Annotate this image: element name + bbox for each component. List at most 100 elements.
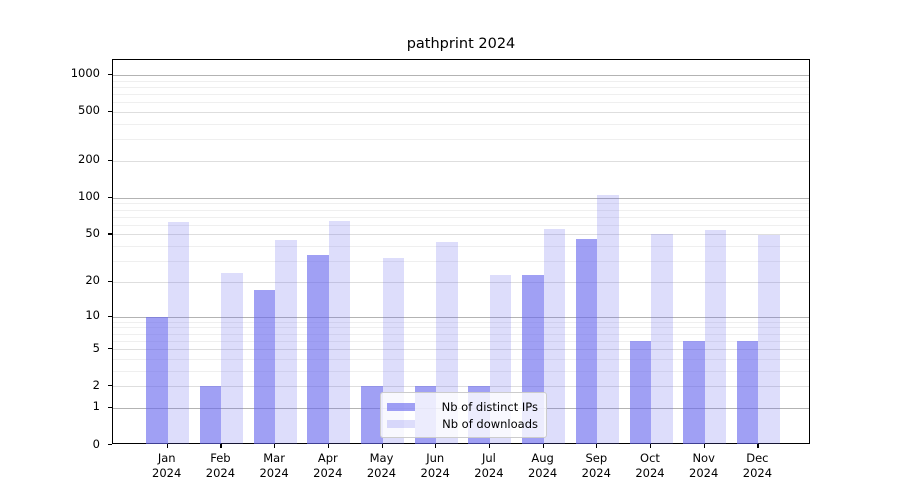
bar-distinct-ips-may	[361, 386, 383, 444]
gridline-y-500	[113, 111, 809, 113]
gridline-y-800	[113, 86, 809, 88]
x-axis-label-nov: Nov 2024	[689, 451, 719, 480]
gridline-y-9	[113, 321, 809, 323]
legend-item-downloads: Nb of downloads	[387, 416, 538, 432]
bar-downloads-sep	[597, 195, 619, 444]
bar-downloads-dec	[758, 235, 780, 444]
x-axis-label-dec: Dec 2024	[742, 451, 773, 480]
bar-downloads-apr	[328, 221, 351, 444]
y-tick-mark-1	[108, 406, 112, 409]
bar-downloads-jan	[167, 222, 190, 444]
legend-label-downloads: Nb of downloads	[442, 417, 538, 431]
gridline-y-10	[113, 316, 809, 318]
gridline-y-400	[113, 123, 809, 125]
gridline-y-100	[113, 197, 809, 199]
gridline-y-60	[113, 224, 809, 226]
y-axis-tick-label-1000: 1000	[70, 66, 100, 81]
bar-downloads-aug	[543, 229, 566, 444]
x-axis-label-oct: Oct 2024	[635, 451, 665, 480]
bar-distinct-ips-apr	[307, 254, 329, 444]
gridline-y-300	[113, 139, 809, 141]
bar-distinct-ips-mar	[253, 290, 276, 444]
x-tick-mark-jul	[488, 444, 491, 448]
gridline-y-700	[113, 93, 809, 95]
y-tick-mark-0	[108, 444, 112, 446]
legend-swatch-downloads-icon	[387, 420, 415, 428]
bar-distinct-ips-oct	[629, 340, 651, 444]
x-tick-mark-aug	[542, 444, 544, 448]
x-tick-mark-nov	[703, 444, 705, 448]
x-tick-mark-may	[381, 444, 383, 448]
gridline-y-50	[113, 234, 809, 236]
x-axis-label-may: May 2024	[366, 451, 397, 480]
legend-swatch-distinct-ips-icon	[387, 403, 415, 411]
gridline-y-40	[113, 246, 809, 247]
gridline-y-5	[113, 349, 809, 350]
bar-distinct-ips-sep	[575, 238, 598, 444]
bar-distinct-ips-nov	[683, 340, 705, 444]
plot-area	[112, 59, 810, 444]
y-tick-mark-200	[108, 159, 112, 162]
x-axis-label-mar: Mar 2024	[259, 451, 289, 480]
legend-item-distinct-ips: Nb of distinct IPs	[387, 399, 538, 415]
bar-distinct-ips-jan	[146, 316, 168, 444]
x-axis-label-aug: Aug 2024	[527, 451, 558, 480]
chart-title: pathprint 2024	[406, 36, 516, 52]
x-tick-mark-dec	[757, 444, 759, 448]
gridline-y-600	[113, 102, 809, 104]
x-axis-label-jul: Jul 2024	[474, 451, 504, 480]
gridline-y-6	[113, 340, 809, 342]
y-tick-mark-1000	[108, 73, 112, 76]
y-axis-tick-label-1: 1	[92, 399, 100, 414]
gridline-y-1000	[113, 74, 809, 76]
gridline-y-8	[113, 327, 809, 329]
x-tick-mark-feb	[220, 444, 222, 448]
bar-downloads-nov	[704, 230, 727, 444]
x-axis-label-sep: Sep 2024	[581, 451, 611, 480]
gridline-y-30	[113, 261, 809, 262]
x-tick-mark-jun	[435, 444, 437, 448]
gridline-y-3	[113, 370, 809, 372]
y-tick-mark-2	[108, 385, 112, 387]
gridline-y-20	[113, 281, 809, 283]
gridline-y-2	[113, 386, 809, 388]
bar-distinct-ips-dec	[736, 340, 759, 444]
y-axis-tick-label-5: 5	[92, 340, 100, 355]
y-axis-tick-label-500: 500	[78, 103, 100, 118]
gridline-y-90	[113, 203, 809, 205]
gridline-y-80	[113, 209, 809, 211]
x-axis-label-jan: Jan 2024	[152, 451, 182, 480]
y-axis-tick-label-10: 10	[85, 308, 100, 322]
y-tick-mark-20	[108, 280, 112, 283]
y-tick-mark-50	[108, 233, 112, 235]
legend-label-distinct-ips: Nb of distinct IPs	[441, 400, 538, 414]
bar-downloads-feb	[221, 272, 243, 444]
x-tick-mark-sep	[596, 444, 598, 448]
gridline-y-900	[113, 80, 809, 82]
legend: Nb of distinct IPs Nb of downloads	[380, 392, 547, 438]
y-axis-tick-label-200: 200	[78, 152, 100, 167]
x-tick-mark-apr	[327, 444, 329, 448]
x-tick-mark-oct	[650, 444, 652, 448]
gridline-y-7	[113, 333, 809, 335]
bar-downloads-mar	[275, 239, 297, 444]
x-tick-mark-jan	[166, 444, 168, 448]
gridline-y-200	[113, 160, 809, 162]
x-tick-mark-mar	[274, 444, 276, 448]
x-axis-label-apr: Apr 2024	[313, 451, 343, 480]
x-axis-label-jun: Jun 2024	[420, 451, 450, 480]
y-tick-mark-5	[108, 348, 112, 350]
y-axis-tick-label-20: 20	[85, 273, 100, 288]
y-tick-mark-500	[108, 110, 112, 113]
x-axis-label-feb: Feb 2024	[205, 451, 236, 480]
y-tick-mark-10	[108, 315, 112, 317]
bar-downloads-oct	[651, 234, 673, 444]
y-axis-tick-label-50: 50	[85, 225, 100, 240]
y-axis-tick-label-100: 100	[78, 189, 100, 204]
bar-distinct-ips-feb	[199, 386, 222, 444]
y-tick-mark-100	[108, 196, 112, 198]
y-axis-tick-label-0: 0	[92, 436, 100, 451]
gridline-y-4	[113, 358, 809, 360]
gridline-y-70	[113, 216, 809, 218]
